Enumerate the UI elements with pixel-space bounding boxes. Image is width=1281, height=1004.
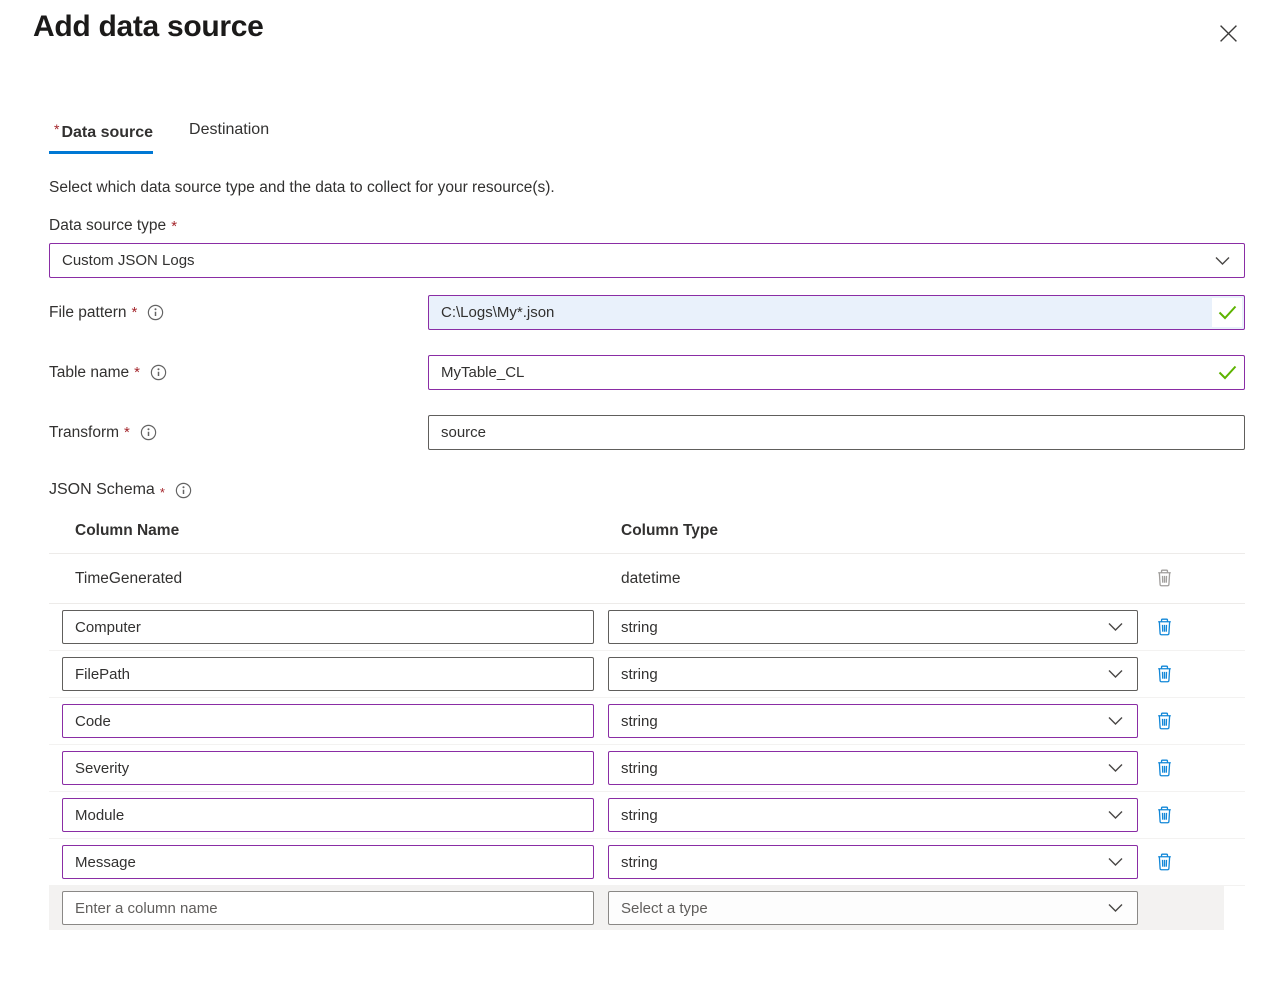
valid-check-icon: [1212, 298, 1242, 327]
file-pattern-label: File pattern *: [49, 304, 428, 322]
column-type-dropdown[interactable]: string: [608, 610, 1138, 644]
dropdown-value: Custom JSON Logs: [62, 252, 195, 269]
dropdown-value: string: [621, 759, 658, 777]
trash-icon: [1154, 711, 1175, 732]
required-asterisk: *: [134, 364, 140, 381]
panel-body: * Data source Destination Select which da…: [49, 121, 1245, 930]
chevron-down-icon: [1108, 622, 1123, 632]
info-icon[interactable]: [175, 482, 192, 499]
delete-column-button[interactable]: [1152, 803, 1177, 828]
required-asterisk: *: [124, 424, 130, 441]
trash-icon: [1154, 852, 1175, 873]
column-name-input[interactable]: [62, 845, 594, 879]
column-name-input[interactable]: [62, 798, 594, 832]
trash-icon: [1154, 568, 1175, 589]
column-type-dropdown[interactable]: string: [608, 657, 1138, 691]
delete-column-button[interactable]: [1152, 662, 1177, 687]
required-asterisk: *: [171, 217, 178, 235]
column-type-dropdown[interactable]: string: [608, 798, 1138, 832]
trash-icon: [1154, 805, 1175, 826]
required-asterisk: *: [131, 304, 138, 321]
trash-icon: [1154, 664, 1175, 685]
label-text: JSON Schema: [49, 481, 155, 498]
table-row-timegenerated: TimeGenerated datetime: [49, 554, 1245, 604]
data-source-type-dropdown[interactable]: Custom JSON Logs: [49, 243, 1245, 278]
new-column-name-input[interactable]: [62, 891, 594, 925]
delete-column-button[interactable]: [1152, 709, 1177, 734]
label-text: Transform: [49, 423, 120, 441]
close-icon: [1219, 24, 1238, 43]
schema-table-header: Column Name Column Type: [49, 522, 1245, 554]
chevron-down-icon: [1108, 669, 1123, 679]
delete-column-button: [1152, 566, 1177, 591]
dropdown-value: string: [621, 712, 658, 730]
info-icon[interactable]: [147, 304, 164, 321]
json-schema-label: JSON Schema *: [49, 481, 1245, 500]
required-asterisk: *: [54, 121, 60, 137]
data-source-type-label: Data source type *: [49, 217, 1245, 235]
chevron-down-icon: [1108, 763, 1123, 773]
chevron-down-icon: [1108, 903, 1123, 913]
delete-column-button[interactable]: [1152, 850, 1177, 875]
column-name-value: TimeGenerated: [75, 569, 183, 587]
column-name-header: Column Name: [75, 522, 180, 539]
column-type-dropdown[interactable]: string: [608, 704, 1138, 738]
close-button[interactable]: [1214, 19, 1242, 47]
table-row: string: [49, 839, 1245, 886]
chevron-down-icon: [1215, 256, 1230, 266]
column-name-input[interactable]: [62, 610, 594, 644]
transform-input[interactable]: [428, 415, 1245, 450]
transform-row: Transform *: [49, 415, 1245, 450]
tab-label: Destination: [189, 121, 270, 138]
dropdown-value: string: [621, 853, 658, 871]
delete-column-button[interactable]: [1152, 615, 1177, 640]
chevron-down-icon: [1108, 857, 1123, 867]
tab-data-source[interactable]: * Data source: [49, 121, 154, 154]
valid-check-icon: [1212, 358, 1242, 387]
column-type-dropdown[interactable]: string: [608, 751, 1138, 785]
table-name-row: Table name *: [49, 355, 1245, 390]
label-text: Table name: [49, 363, 130, 381]
table-name-input[interactable]: [428, 355, 1245, 390]
dropdown-value: string: [621, 618, 658, 636]
delete-column-button[interactable]: [1152, 756, 1177, 781]
tab-bar: * Data source Destination: [49, 121, 1245, 154]
dropdown-value: string: [621, 665, 658, 683]
column-name-input[interactable]: [62, 657, 594, 691]
label-text: File pattern: [49, 303, 127, 321]
column-type-header: Column Type: [621, 522, 719, 539]
required-asterisk: *: [159, 484, 165, 500]
table-row: string: [49, 604, 1245, 651]
column-name-input[interactable]: [62, 751, 594, 785]
file-pattern-input[interactable]: [428, 295, 1245, 330]
file-pattern-row: File pattern *: [49, 295, 1245, 330]
dropdown-placeholder: Select a type: [621, 899, 708, 917]
table-row: string: [49, 651, 1245, 698]
description-text: Select which data source type and the da…: [49, 179, 555, 196]
table-row: string: [49, 745, 1245, 792]
trash-icon: [1154, 617, 1175, 638]
transform-label: Transform *: [49, 424, 428, 442]
table-row: string: [49, 698, 1245, 745]
add-column-row: Select a type: [49, 886, 1224, 930]
table-row: string: [49, 792, 1245, 839]
chevron-down-icon: [1108, 716, 1123, 726]
trash-icon: [1154, 758, 1175, 779]
chevron-down-icon: [1108, 810, 1123, 820]
info-icon[interactable]: [140, 424, 157, 441]
column-type-value: datetime: [621, 569, 681, 587]
page-title: Add data source: [33, 10, 264, 43]
label-text: Data source type: [49, 217, 167, 234]
new-column-type-dropdown[interactable]: Select a type: [608, 891, 1138, 925]
tab-label: Data source: [61, 124, 154, 141]
dropdown-value: string: [621, 806, 658, 824]
column-type-dropdown[interactable]: string: [608, 845, 1138, 879]
table-name-label: Table name *: [49, 364, 428, 382]
column-name-input[interactable]: [62, 704, 594, 738]
info-icon[interactable]: [150, 364, 167, 381]
tab-destination[interactable]: Destination: [189, 121, 269, 154]
